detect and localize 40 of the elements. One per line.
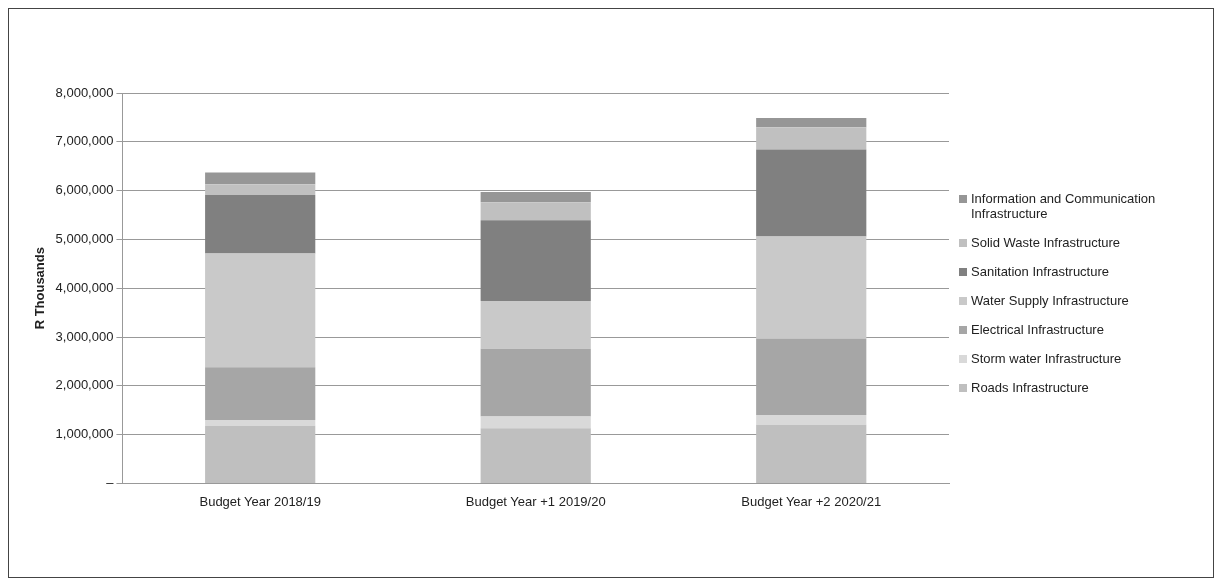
legend-label: Storm water Infrastructure [971, 351, 1122, 366]
legend-label: Water Supply Infrastructure [971, 293, 1129, 308]
y-tick-label: 8,000,000 [55, 84, 114, 100]
bar [480, 416, 591, 429]
legend-label: Solid Waste Infrastructure [971, 235, 1121, 250]
legend-label: Electrical Infrastructure [971, 322, 1104, 337]
x-tick-label: Budget Year +1 2019/20 [465, 493, 606, 509]
y-tick-label: 3,000,000 [55, 328, 114, 344]
bar [756, 424, 867, 483]
y-tick-label: – [106, 474, 115, 490]
bar [480, 202, 591, 221]
y-axis-title: R Thousands [32, 247, 48, 330]
y-tick-label: 7,000,000 [55, 133, 114, 149]
bar [756, 415, 867, 425]
bar [205, 172, 316, 185]
bar [205, 419, 316, 426]
bar [756, 117, 867, 128]
y-tick-label: 5,000,000 [55, 230, 114, 246]
x-tick-label: Budget Year +2 2020/21 [741, 493, 882, 509]
bar [205, 184, 316, 195]
bar [480, 428, 591, 483]
legend-label: Information and Communication Infrastructure [971, 191, 1157, 221]
bar [756, 149, 867, 237]
y-tick-label: 4,000,000 [55, 279, 114, 295]
bar [480, 300, 591, 349]
bar [756, 127, 867, 150]
legend-label: Roads Infrastructure [971, 380, 1089, 395]
bar [756, 236, 867, 339]
bar [205, 425, 316, 483]
x-tick-label: Budget Year 2018/19 [199, 493, 321, 509]
bar [480, 220, 591, 301]
bar [205, 194, 316, 254]
y-tick-label: 2,000,000 [55, 377, 114, 393]
bar [756, 338, 867, 416]
bar [205, 253, 316, 368]
y-tick-label: 6,000,000 [55, 182, 114, 198]
bar [205, 367, 316, 420]
legend-label: Sanitation Infrastructure [971, 264, 1110, 279]
bar [480, 348, 591, 417]
y-tick-label: 1,000,000 [55, 426, 114, 442]
